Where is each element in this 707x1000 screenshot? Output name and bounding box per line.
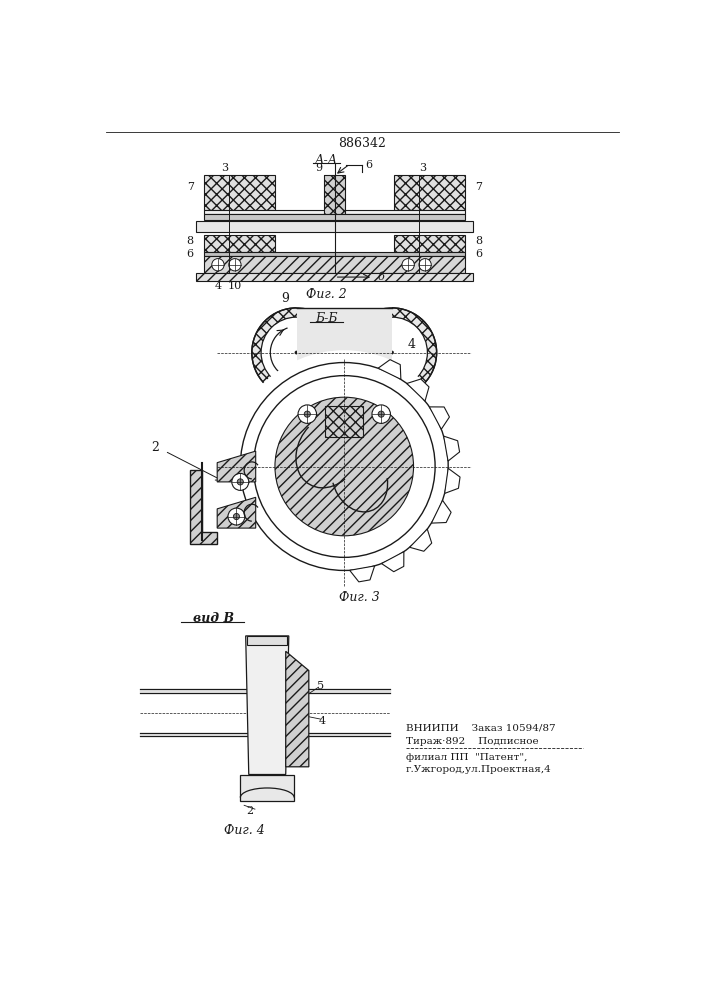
Text: 2: 2 bbox=[152, 441, 160, 454]
Text: Фиг. 2: Фиг. 2 bbox=[306, 288, 347, 301]
Circle shape bbox=[298, 405, 317, 423]
Text: 8: 8 bbox=[187, 236, 194, 246]
Text: ВНИИПИ    Заказ 10594/87: ВНИИПИ Заказ 10594/87 bbox=[406, 724, 556, 733]
Text: 5: 5 bbox=[317, 681, 324, 691]
Circle shape bbox=[402, 259, 414, 271]
Bar bbox=[325, 406, 363, 437]
Text: А-А: А-А bbox=[315, 154, 338, 167]
Text: 8: 8 bbox=[475, 236, 483, 246]
Circle shape bbox=[253, 376, 435, 557]
Circle shape bbox=[228, 350, 460, 583]
Text: 4: 4 bbox=[214, 281, 221, 291]
Text: 3: 3 bbox=[221, 163, 228, 173]
Text: вид В: вид В bbox=[193, 612, 234, 625]
Bar bbox=[204, 235, 275, 252]
Bar bbox=[395, 175, 465, 210]
Circle shape bbox=[212, 259, 224, 271]
Circle shape bbox=[240, 363, 448, 570]
Text: 6: 6 bbox=[187, 249, 194, 259]
Text: Фиг. 4: Фиг. 4 bbox=[224, 824, 264, 837]
Circle shape bbox=[252, 308, 341, 397]
Polygon shape bbox=[444, 436, 460, 461]
Polygon shape bbox=[409, 529, 432, 551]
Circle shape bbox=[261, 317, 332, 388]
Polygon shape bbox=[431, 500, 451, 523]
Bar bbox=[395, 235, 465, 252]
Circle shape bbox=[356, 317, 428, 388]
Polygon shape bbox=[445, 468, 460, 493]
Text: 9: 9 bbox=[315, 163, 323, 173]
Circle shape bbox=[232, 473, 249, 490]
Circle shape bbox=[229, 259, 241, 271]
Circle shape bbox=[419, 259, 431, 271]
Text: 7: 7 bbox=[187, 182, 194, 192]
Polygon shape bbox=[382, 552, 404, 572]
Bar bbox=[204, 175, 275, 210]
Text: 2: 2 bbox=[247, 806, 254, 816]
Polygon shape bbox=[378, 360, 401, 379]
Circle shape bbox=[378, 411, 385, 417]
Bar bbox=[325, 406, 363, 437]
Polygon shape bbox=[350, 566, 375, 582]
Bar bbox=[204, 175, 275, 210]
Polygon shape bbox=[217, 451, 256, 482]
Circle shape bbox=[233, 513, 240, 520]
Text: б: б bbox=[378, 272, 384, 282]
Text: 4: 4 bbox=[407, 338, 415, 351]
Circle shape bbox=[372, 405, 390, 423]
Polygon shape bbox=[246, 636, 288, 774]
Circle shape bbox=[347, 308, 437, 397]
Bar bbox=[204, 252, 465, 256]
Text: Тираж·892    Подписное: Тираж·892 Подписное bbox=[406, 737, 539, 746]
Text: филиал ПП  "Патент",: филиал ПП "Патент", bbox=[406, 753, 527, 762]
Bar bbox=[324, 175, 346, 214]
Text: 9: 9 bbox=[281, 292, 289, 305]
Circle shape bbox=[275, 397, 414, 536]
Text: 10: 10 bbox=[382, 468, 399, 481]
Bar bbox=[204, 256, 465, 273]
Bar bbox=[395, 235, 465, 252]
Polygon shape bbox=[217, 497, 256, 528]
Text: Фиг. 3: Фиг. 3 bbox=[339, 591, 380, 604]
Circle shape bbox=[238, 479, 243, 485]
Text: 6: 6 bbox=[366, 160, 373, 170]
Text: 10: 10 bbox=[228, 281, 242, 291]
Bar bbox=[296, 308, 392, 397]
Bar bbox=[197, 273, 473, 281]
Bar bbox=[204, 210, 465, 214]
Text: Б-Б: Б-Б bbox=[315, 312, 338, 325]
Circle shape bbox=[228, 508, 245, 525]
Polygon shape bbox=[286, 651, 309, 767]
Bar bbox=[395, 175, 465, 210]
Polygon shape bbox=[407, 379, 429, 401]
Circle shape bbox=[295, 351, 298, 354]
Bar bbox=[324, 175, 346, 214]
Circle shape bbox=[304, 411, 310, 417]
Text: 886342: 886342 bbox=[338, 137, 386, 150]
Polygon shape bbox=[429, 407, 450, 429]
Bar bbox=[204, 256, 465, 273]
Bar bbox=[204, 214, 465, 220]
Bar bbox=[204, 235, 275, 252]
Text: 4: 4 bbox=[319, 716, 326, 726]
Circle shape bbox=[390, 351, 394, 354]
Text: г.Ужгород,ул.Проектная,4: г.Ужгород,ул.Проектная,4 bbox=[406, 765, 551, 774]
Bar bbox=[247, 636, 287, 645]
Bar bbox=[240, 774, 294, 801]
Bar bbox=[197, 221, 473, 232]
Text: 6: 6 bbox=[475, 249, 483, 259]
Polygon shape bbox=[190, 470, 217, 544]
Text: 3: 3 bbox=[419, 163, 426, 173]
Text: 7: 7 bbox=[476, 182, 482, 192]
Bar bbox=[197, 273, 473, 281]
